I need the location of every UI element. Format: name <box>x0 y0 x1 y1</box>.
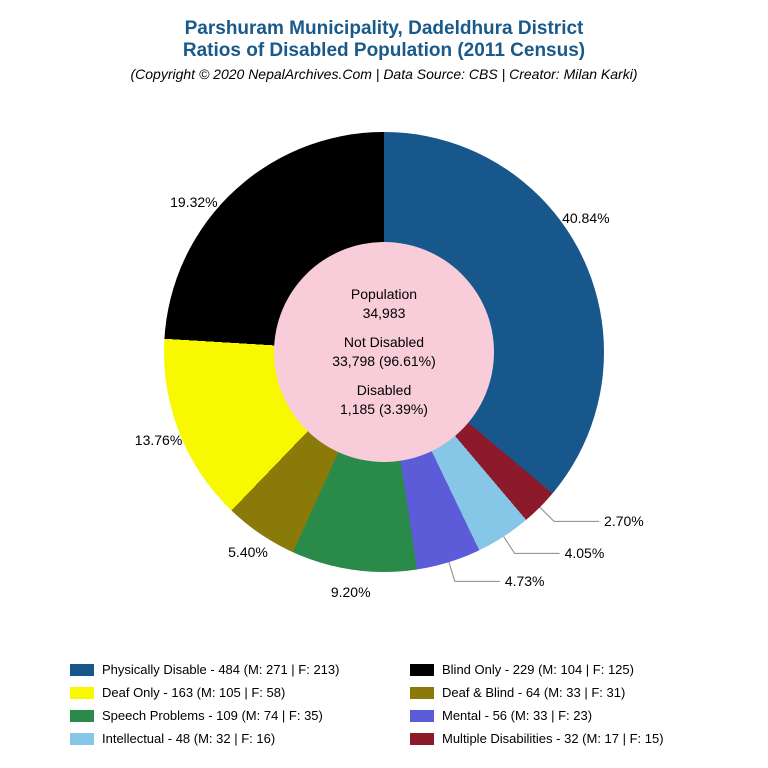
center-disabled: Disabled 1,185 (3.39%) <box>340 381 428 419</box>
not-disabled-label: Not Disabled <box>332 333 436 352</box>
population-label: Population <box>351 285 417 304</box>
legend-label: Intellectual - 48 (M: 32 | F: 16) <box>102 731 275 746</box>
legend-swatch <box>410 687 434 699</box>
population-value: 34,983 <box>351 304 417 323</box>
disabled-label: Disabled <box>340 381 428 400</box>
slice-pct-label: 5.40% <box>228 544 268 560</box>
legend-label: Multiple Disabilities - 32 (M: 17 | F: 1… <box>442 731 664 746</box>
legend-label: Mental - 56 (M: 33 | F: 23) <box>442 708 592 723</box>
legend-swatch <box>70 687 94 699</box>
slice-pct-label: 19.32% <box>170 194 217 210</box>
legend-label: Physically Disable - 484 (M: 271 | F: 21… <box>102 662 339 677</box>
legend-swatch <box>70 733 94 745</box>
legend: Physically Disable - 484 (M: 271 | F: 21… <box>70 662 710 746</box>
slice-pct-label: 9.20% <box>331 584 371 600</box>
chart-header: Parshuram Municipality, Dadeldhura Distr… <box>0 0 768 82</box>
slice-pct-label: 4.05% <box>565 545 605 561</box>
slice-pct-label: 4.73% <box>505 573 545 589</box>
legend-item: Deaf & Blind - 64 (M: 33 | F: 31) <box>410 685 710 700</box>
legend-swatch <box>410 664 434 676</box>
legend-item: Blind Only - 229 (M: 104 | F: 125) <box>410 662 710 677</box>
title-line-2: Ratios of Disabled Population (2011 Cens… <box>0 40 768 62</box>
title-line-1: Parshuram Municipality, Dadeldhura Distr… <box>0 18 768 40</box>
legend-label: Blind Only - 229 (M: 104 | F: 125) <box>442 662 634 677</box>
legend-swatch <box>70 710 94 722</box>
subtitle: (Copyright © 2020 NepalArchives.Com | Da… <box>0 66 768 82</box>
center-not-disabled: Not Disabled 33,798 (96.61%) <box>332 333 436 371</box>
legend-item: Intellectual - 48 (M: 32 | F: 16) <box>70 731 370 746</box>
donut-center: Population 34,983 Not Disabled 33,798 (9… <box>274 242 494 462</box>
legend-swatch <box>410 733 434 745</box>
disabled-value: 1,185 (3.39%) <box>340 400 428 419</box>
legend-item: Physically Disable - 484 (M: 271 | F: 21… <box>70 662 370 677</box>
center-population: Population 34,983 <box>351 285 417 323</box>
slice-pct-label: 2.70% <box>604 513 644 529</box>
slice-pct-label: 13.76% <box>135 432 182 448</box>
not-disabled-value: 33,798 (96.61%) <box>332 352 436 371</box>
legend-swatch <box>410 710 434 722</box>
legend-swatch <box>70 664 94 676</box>
legend-item: Mental - 56 (M: 33 | F: 23) <box>410 708 710 723</box>
legend-label: Deaf Only - 163 (M: 105 | F: 58) <box>102 685 285 700</box>
donut-chart: Population 34,983 Not Disabled 33,798 (9… <box>0 82 768 622</box>
slice-pct-label: 40.84% <box>562 210 609 226</box>
legend-label: Speech Problems - 109 (M: 74 | F: 35) <box>102 708 323 723</box>
legend-item: Speech Problems - 109 (M: 74 | F: 35) <box>70 708 370 723</box>
legend-label: Deaf & Blind - 64 (M: 33 | F: 31) <box>442 685 625 700</box>
legend-item: Deaf Only - 163 (M: 105 | F: 58) <box>70 685 370 700</box>
legend-item: Multiple Disabilities - 32 (M: 17 | F: 1… <box>410 731 710 746</box>
